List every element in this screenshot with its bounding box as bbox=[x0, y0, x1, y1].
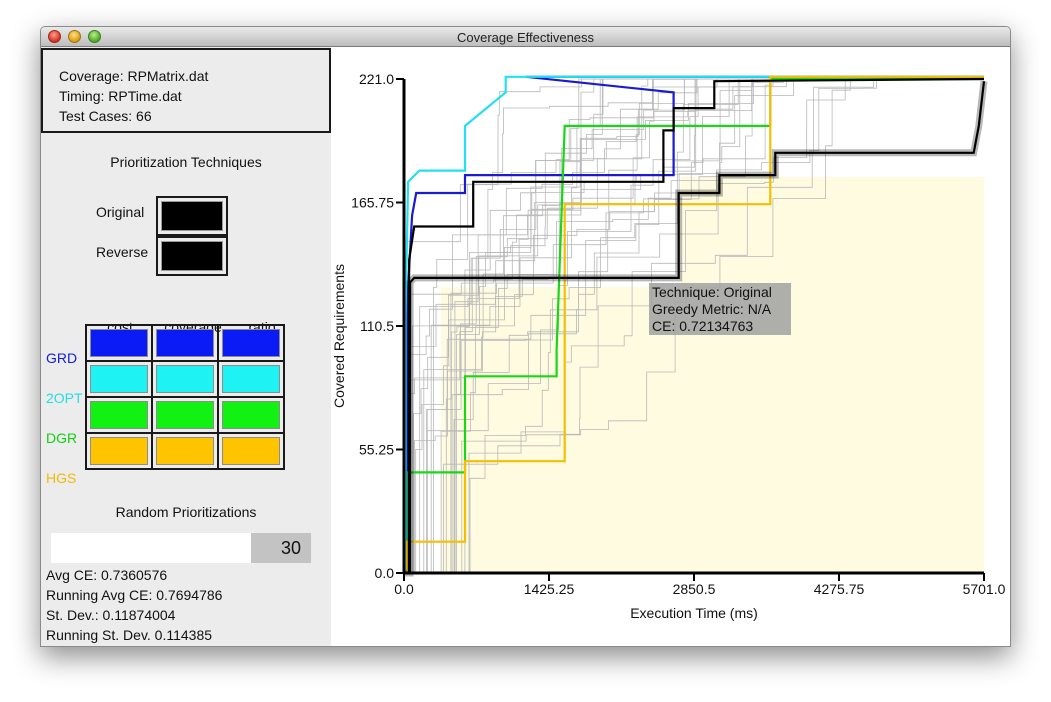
grid-row-dgr bbox=[85, 396, 285, 434]
window-title: Coverage Effectiveness bbox=[456, 30, 595, 45]
hgs-ratio-toggle[interactable] bbox=[222, 437, 280, 465]
y-tick-label: 165.75 bbox=[351, 195, 394, 211]
y-tick-label: 55.25 bbox=[359, 442, 394, 458]
y-axis-label: Covered Requirements bbox=[331, 264, 347, 408]
running-st-dev: Running St. Dev. 0.114385 bbox=[46, 627, 213, 643]
random-series-line bbox=[404, 78, 984, 574]
dgr-cost-toggle[interactable] bbox=[90, 401, 148, 429]
x-tick-label: 2850.5 bbox=[673, 581, 716, 597]
grd-cost-toggle[interactable] bbox=[90, 329, 148, 357]
2opt-ratio-toggle[interactable] bbox=[222, 365, 280, 393]
app-window: Coverage Effectiveness Coverage: RPMatri… bbox=[40, 26, 1011, 647]
random-count-value[interactable]: 30 bbox=[251, 533, 311, 563]
x-axis-label: Execution Time (ms) bbox=[630, 605, 758, 621]
test-case-count: Test Cases: 66 bbox=[59, 108, 152, 124]
random-series-line bbox=[404, 78, 984, 574]
dgr-ratio-toggle[interactable] bbox=[222, 401, 280, 429]
hgs-cost-toggle[interactable] bbox=[90, 437, 148, 465]
series-line-grd bbox=[404, 75, 984, 575]
original-label: Original bbox=[96, 204, 145, 220]
technique-tooltip: Technique: Original Greedy Metric: N/A C… bbox=[649, 283, 791, 335]
grid-row-hgs bbox=[85, 432, 285, 470]
grd-coverage-toggle[interactable] bbox=[156, 329, 214, 357]
y-tick-label: 221.0 bbox=[359, 71, 394, 87]
original-color-swatch bbox=[161, 201, 223, 231]
technique-label-2opt: 2OPT bbox=[46, 390, 83, 406]
x-tick-label: 1425.25 bbox=[524, 581, 575, 597]
coverage-plot[interactable]: 0.0 1425.25 2850.5 4275.75 5701.0 0.0 55.25 110… bbox=[331, 47, 1011, 647]
y-tick-label: 110.5 bbox=[360, 318, 394, 334]
coverage-file: Coverage: RPMatrix.dat bbox=[59, 68, 209, 84]
grid-row-2opt bbox=[85, 360, 285, 398]
coverage-chart[interactable]: 0.0 1425.25 2850.5 4275.75 5701.0 0.0 55.25 110… bbox=[331, 47, 1011, 647]
original-toggle[interactable] bbox=[156, 196, 228, 236]
avg-ce: Avg CE: 0.7360576 bbox=[46, 567, 168, 583]
x-tick-label: 4275.75 bbox=[814, 581, 865, 597]
reverse-toggle[interactable] bbox=[156, 236, 228, 276]
file-info-box: Coverage: RPMatrix.dat Timing: RPTime.da… bbox=[41, 48, 331, 133]
technique-label-hgs: HGS bbox=[46, 470, 77, 486]
running-avg-ce: Running Avg CE: 0.7694786 bbox=[46, 587, 223, 603]
zoom-window-button[interactable] bbox=[88, 30, 101, 43]
y-tick-label: 0.0 bbox=[375, 565, 395, 581]
random-series-line bbox=[404, 78, 984, 574]
random-count-field[interactable]: 30 bbox=[51, 533, 311, 563]
tooltip-ce: CE: 0.72134763 bbox=[652, 318, 754, 334]
reverse-label: Reverse bbox=[96, 244, 149, 260]
technique-grid bbox=[85, 324, 285, 470]
random-title: Random Prioritizations bbox=[115, 504, 257, 520]
series-line-reverse bbox=[404, 77, 985, 575]
hgs-coverage-toggle[interactable] bbox=[156, 437, 214, 465]
reverse-color-swatch bbox=[161, 241, 223, 271]
minimize-window-button[interactable] bbox=[68, 30, 81, 43]
2opt-coverage-toggle[interactable] bbox=[156, 365, 214, 393]
technique-label-dgr: DGR bbox=[46, 430, 78, 446]
title-bar[interactable]: Coverage Effectiveness bbox=[41, 27, 1010, 47]
series-line-hgs bbox=[404, 75, 984, 575]
x-tick-label: 5701.0 bbox=[963, 581, 1006, 597]
highlight-area bbox=[681, 177, 984, 573]
grd-ratio-toggle[interactable] bbox=[222, 329, 280, 357]
prioritization-title: Prioritization Techniques bbox=[110, 154, 262, 170]
tooltip-technique: Technique: Original bbox=[652, 284, 772, 300]
highlight-area bbox=[441, 287, 681, 573]
tooltip-metric: Greedy Metric: N/A bbox=[652, 301, 772, 317]
random-series-line bbox=[404, 78, 984, 574]
2opt-cost-toggle[interactable] bbox=[90, 365, 148, 393]
dgr-coverage-toggle[interactable] bbox=[156, 401, 214, 429]
random-stats: Avg CE: 0.7360576 Running Avg CE: 0.7694… bbox=[46, 565, 222, 645]
control-panel: Coverage: RPMatrix.dat Timing: RPTime.da… bbox=[41, 47, 331, 646]
close-window-button[interactable] bbox=[48, 30, 61, 43]
grid-row-grd bbox=[85, 324, 285, 362]
x-tick-label: 0.0 bbox=[394, 581, 414, 597]
st-dev: St. Dev.: 0.11874004 bbox=[46, 607, 176, 623]
technique-label-grd: GRD bbox=[46, 350, 78, 366]
timing-file: Timing: RPTime.dat bbox=[59, 88, 182, 104]
series-line-original bbox=[404, 81, 986, 575]
